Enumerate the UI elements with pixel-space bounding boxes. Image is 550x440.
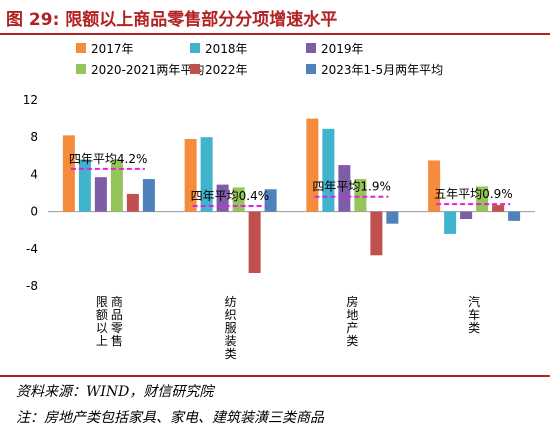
bar xyxy=(78,159,91,212)
bar xyxy=(248,211,261,273)
category-label-char: 以 xyxy=(96,321,108,335)
bar-chart: 2017年 2018年 2019年 2020-2021两年平均 2022年 2023年1-… xyxy=(23,42,535,361)
category-label-char: 房 xyxy=(346,294,358,309)
average-label: 五年平均0.9% xyxy=(434,187,513,201)
category-label-char: 类 xyxy=(225,347,237,361)
y-tick-label: 4 xyxy=(30,167,38,181)
bar xyxy=(322,128,335,212)
category-label-char: 纺 xyxy=(225,295,237,309)
bar xyxy=(200,137,213,212)
bar xyxy=(508,211,521,221)
legend-label: 2020-2021两年平均 xyxy=(91,63,204,77)
bar xyxy=(370,211,383,256)
category-label-char: 车 xyxy=(468,307,480,322)
bar xyxy=(492,205,505,212)
category-label-char: 产 xyxy=(346,321,358,335)
bar xyxy=(476,186,489,212)
y-tick-label: 8 xyxy=(30,130,38,144)
legend-label: 2018年 xyxy=(205,42,248,56)
average-label: 四年平均4.2% xyxy=(69,152,148,166)
category-label-char: 商 xyxy=(111,294,123,309)
bar xyxy=(126,193,139,212)
legend-swatch xyxy=(190,43,200,53)
category-label-char: 类 xyxy=(468,321,480,335)
bar xyxy=(338,165,351,212)
bar xyxy=(142,179,155,212)
bar xyxy=(216,184,229,212)
category-label-char: 品 xyxy=(111,308,123,322)
bar xyxy=(386,211,399,224)
footnote: 注：房地产类包括家具、家电、建筑装潢三类商品 xyxy=(16,410,324,426)
bar xyxy=(264,189,277,212)
bar xyxy=(354,179,367,212)
category-label-char: 装 xyxy=(225,334,237,348)
legend-label: 2017年 xyxy=(91,42,134,56)
y-tick-label: -8 xyxy=(26,279,38,293)
legend-label: 2019年 xyxy=(321,42,364,56)
category-label-char: 服 xyxy=(225,321,237,335)
y-tick-label: 0 xyxy=(30,205,38,219)
category-label-char: 限 xyxy=(96,295,108,309)
legend-swatch xyxy=(306,64,316,74)
category-label-char: 地 xyxy=(346,308,358,322)
source-note: 资料来源：WIND，财信研究院 xyxy=(16,384,214,400)
bar xyxy=(428,160,441,212)
category-label-char: 售 xyxy=(111,333,123,348)
bar xyxy=(444,211,457,234)
bar xyxy=(460,211,473,220)
category-label-char: 额 xyxy=(96,308,108,322)
bar xyxy=(306,118,319,212)
category-label-char: 类 xyxy=(346,334,358,348)
category-label-char: 零 xyxy=(111,321,123,335)
title-bar: 图 29: 限额以上商品零售部分分项增速水平 xyxy=(0,0,550,35)
bar xyxy=(94,177,107,212)
bar xyxy=(62,135,75,212)
chart-title: 图 29: 限额以上商品零售部分分项增速水平 xyxy=(6,10,338,30)
legend-swatch xyxy=(190,64,200,74)
legend-label: 2023年1-5月两年平均 xyxy=(321,63,443,77)
legend-swatch xyxy=(306,43,316,53)
y-tick-label: 12 xyxy=(23,93,38,107)
average-label: 四年平均0.4% xyxy=(191,189,270,203)
legend-swatch xyxy=(76,64,86,74)
bar xyxy=(184,139,197,212)
category-label-char: 织 xyxy=(225,308,237,322)
y-tick-label: -4 xyxy=(26,242,38,256)
title-underline xyxy=(0,33,550,35)
footer-divider xyxy=(0,375,550,377)
average-label: 四年平均1.9% xyxy=(312,180,391,194)
legend-label: 2022年 xyxy=(205,63,248,77)
bar xyxy=(110,159,123,212)
category-label-char: 汽 xyxy=(468,294,480,309)
legend-swatch xyxy=(76,43,86,53)
category-label-char: 上 xyxy=(96,334,108,348)
